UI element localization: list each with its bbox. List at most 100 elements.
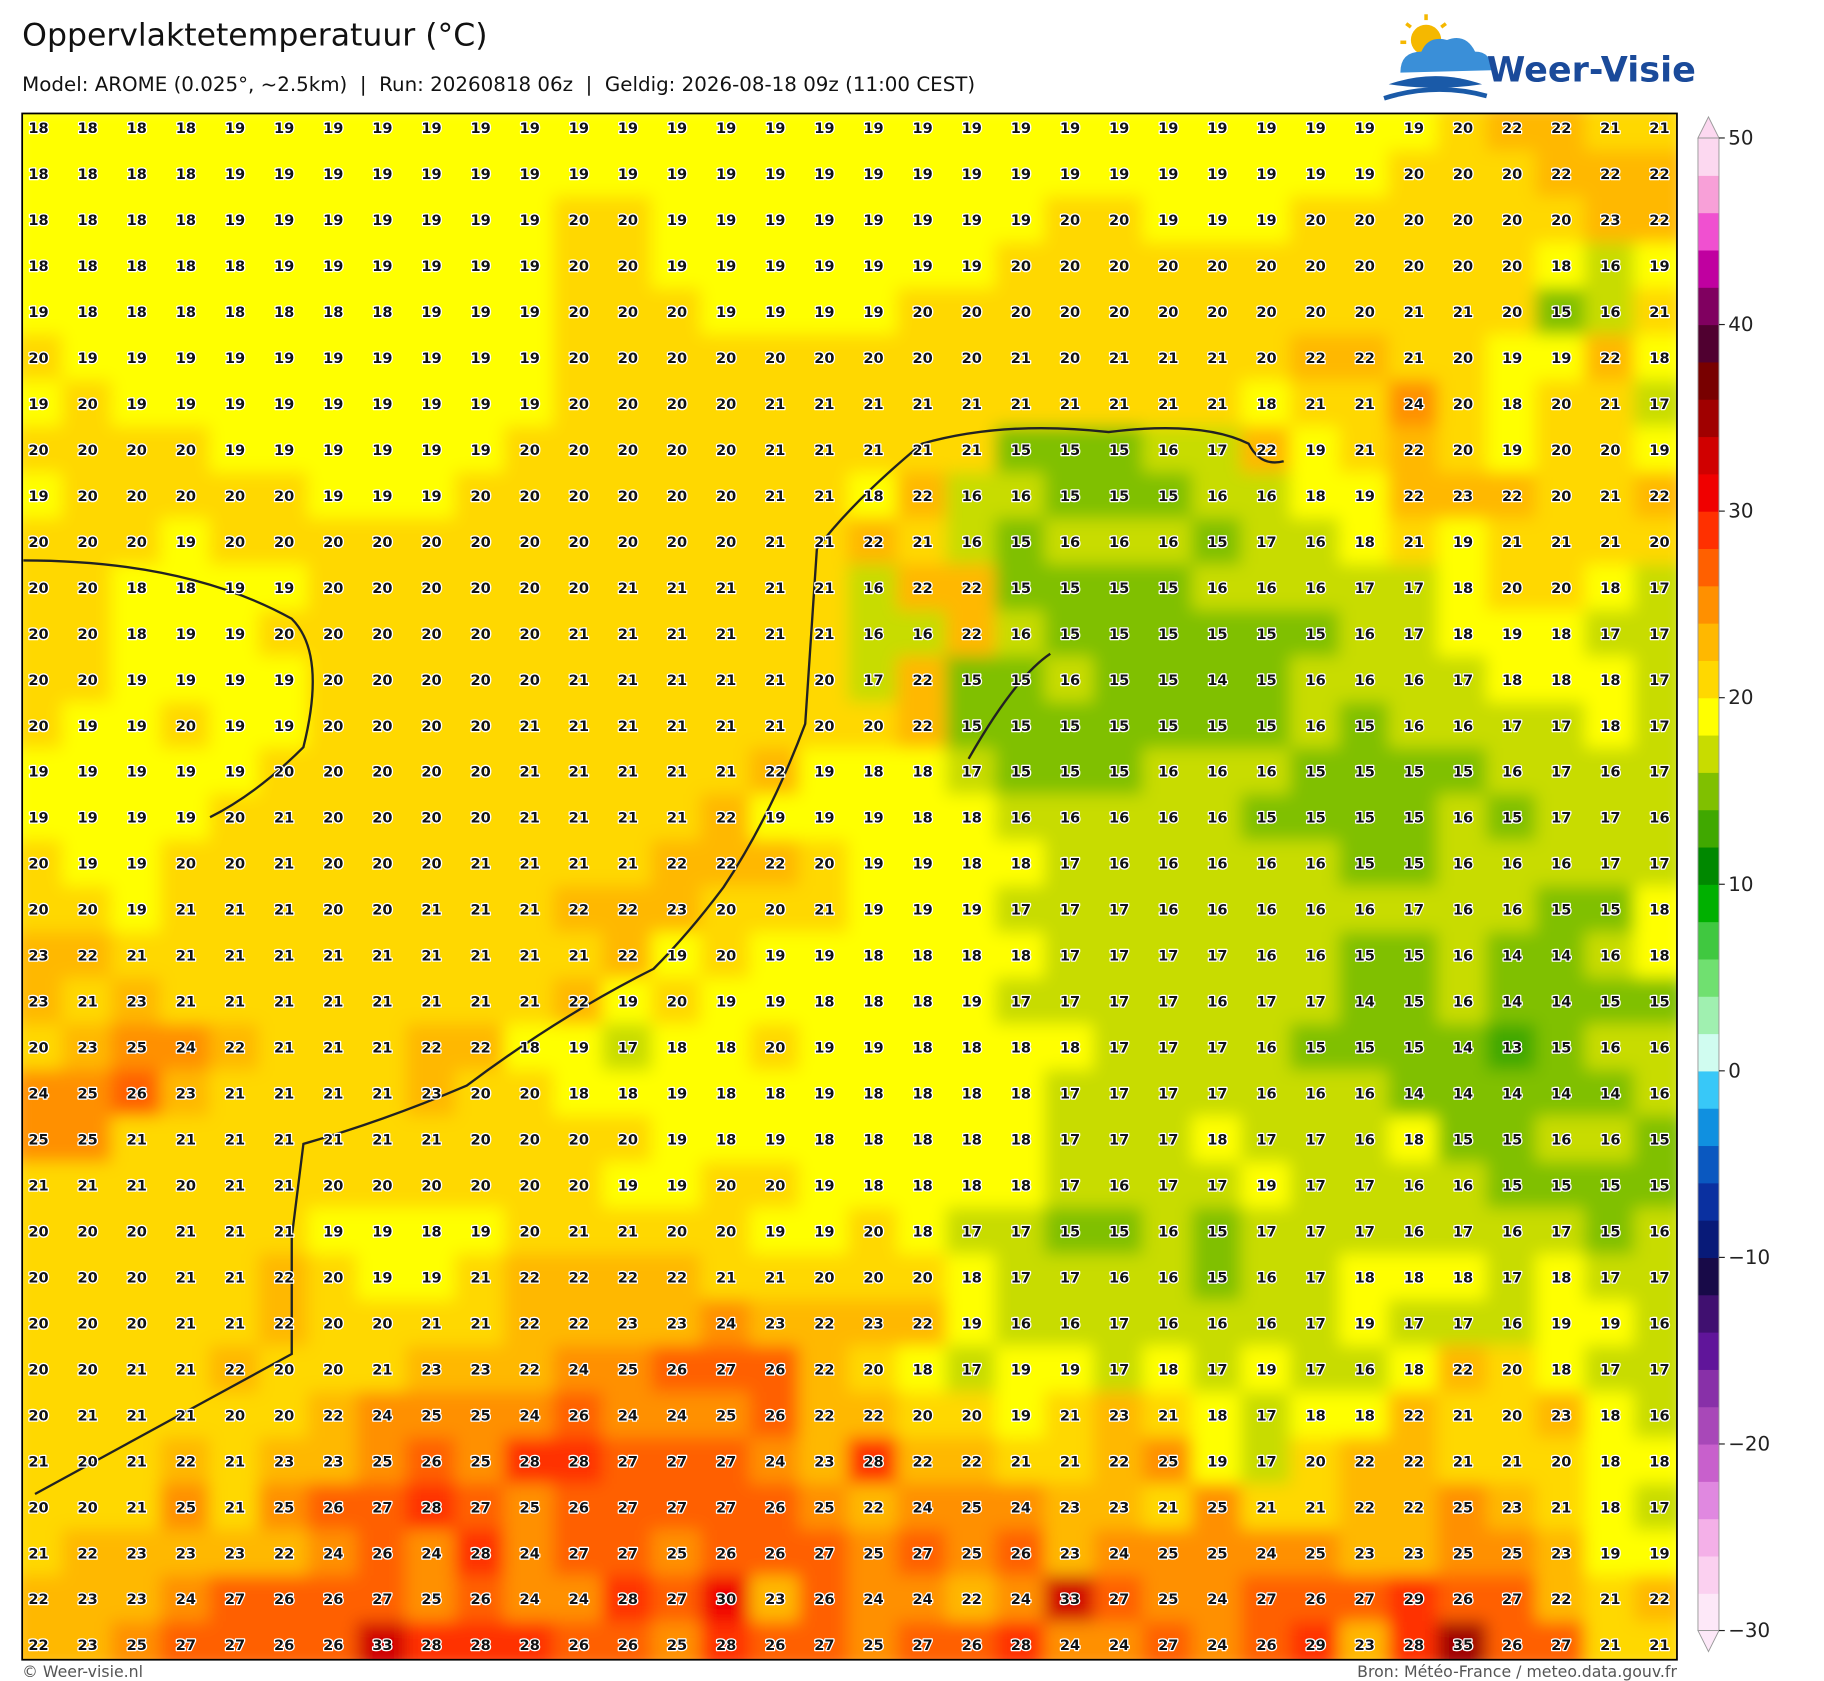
value-label: 19	[716, 304, 736, 321]
value-label: 20	[274, 1361, 294, 1378]
field-cell	[749, 380, 802, 429]
field-cell	[1388, 472, 1440, 521]
value-label: 20	[470, 1177, 490, 1194]
colorbar-tick-label: 0	[1728, 1059, 1741, 1082]
value-label: 19	[421, 488, 441, 505]
value-label: 25	[1502, 1545, 1522, 1562]
field-cell	[651, 1575, 703, 1624]
value-label: 21	[1207, 350, 1227, 367]
field-cell	[209, 472, 261, 521]
field-cell	[700, 1345, 752, 1395]
field-cell	[1437, 518, 1489, 567]
value-label: 20	[421, 810, 441, 827]
field-cell	[847, 288, 900, 337]
field-cell	[1388, 196, 1440, 245]
value-label: 17	[1011, 1269, 1031, 1286]
field-cell	[61, 564, 114, 613]
value-label: 15	[1207, 1223, 1227, 1240]
field-cell	[503, 794, 556, 843]
field-cell	[1437, 1391, 1489, 1441]
field-cell	[1437, 794, 1489, 843]
value-label: 18	[1011, 856, 1031, 873]
value-label: 21	[470, 1315, 490, 1332]
value-label: 17	[1404, 626, 1424, 643]
field-cell	[1093, 113, 1145, 153]
value-label: 20	[1600, 442, 1620, 459]
field-cell	[111, 1115, 163, 1165]
field-cell	[1191, 150, 1244, 199]
value-label: 16	[1551, 856, 1571, 873]
value-label: 20	[77, 442, 97, 459]
field-cell	[946, 1299, 998, 1349]
field-cell	[454, 334, 507, 383]
field-cell	[1584, 518, 1637, 567]
field-cell	[111, 196, 163, 245]
value-label: 19	[1109, 166, 1129, 183]
field-cell	[995, 242, 1047, 291]
value-label: 17	[1109, 994, 1129, 1011]
value-label: 18	[716, 1040, 736, 1057]
value-label: 21	[225, 948, 245, 965]
value-label: 25	[962, 1499, 982, 1516]
value-label: 21	[1109, 396, 1129, 413]
field-cell	[356, 150, 409, 199]
value-label: 23	[77, 1637, 97, 1654]
value-label: 26	[470, 1591, 490, 1608]
field-cell	[1486, 1621, 1538, 1660]
field-cell	[946, 196, 998, 245]
field-cell	[1191, 1621, 1244, 1660]
value-label: 22	[569, 902, 589, 919]
field-cell	[22, 1253, 65, 1303]
value-label: 21	[716, 1269, 736, 1286]
field-cell	[700, 1391, 752, 1441]
field-cell	[1584, 1069, 1637, 1119]
value-label: 20	[225, 1407, 245, 1424]
field-cell	[995, 380, 1047, 429]
field-cell	[1388, 1575, 1440, 1624]
field-cell	[111, 426, 163, 475]
field-cell	[61, 334, 114, 383]
value-label: 18	[77, 120, 97, 137]
value-label: 15	[1502, 1132, 1522, 1149]
field-cell	[602, 1069, 654, 1119]
field-cell	[22, 288, 65, 337]
value-label: 17	[1158, 1040, 1178, 1057]
field-cell	[454, 1253, 507, 1303]
value-label: 22	[1305, 350, 1325, 367]
field-cell	[1388, 564, 1440, 613]
field-cell	[1142, 288, 1194, 337]
field-cell	[946, 977, 998, 1027]
value-label: 19	[470, 304, 490, 321]
value-label: 18	[28, 212, 48, 229]
colorbar-tick-label: −10	[1728, 1246, 1770, 1269]
value-label: 15	[1305, 626, 1325, 643]
field-cell	[1584, 1299, 1637, 1349]
colorbar-band	[1697, 884, 1719, 923]
value-label: 23	[1600, 212, 1620, 229]
field-cell	[749, 656, 802, 705]
value-label: 22	[1600, 350, 1620, 367]
value-label: 24	[1207, 1637, 1227, 1654]
value-label: 17	[1305, 1132, 1325, 1149]
value-label: 19	[814, 764, 834, 781]
value-label: 21	[1600, 534, 1620, 551]
value-label: 19	[962, 902, 982, 919]
field-cell	[1339, 1345, 1391, 1395]
field-cell	[160, 1483, 212, 1532]
value-label: 28	[421, 1637, 441, 1654]
field-cell	[651, 1621, 703, 1660]
field-cell	[111, 702, 163, 751]
field-cell	[258, 656, 310, 705]
field-cell	[405, 426, 458, 475]
value-label: 19	[28, 764, 48, 781]
field-cell	[995, 113, 1047, 153]
value-label: 25	[962, 1545, 982, 1562]
field-cell	[1093, 1207, 1145, 1257]
field-cell	[1240, 113, 1293, 153]
field-cell	[946, 564, 998, 613]
value-label: 21	[274, 1132, 294, 1149]
value-label: 18	[863, 994, 883, 1011]
field-cell	[22, 656, 65, 705]
field-cell	[454, 1621, 507, 1660]
value-label: 19	[765, 304, 785, 321]
